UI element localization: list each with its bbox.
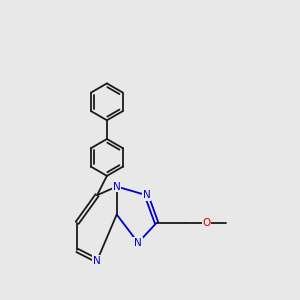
Text: N: N [142, 190, 150, 200]
Text: N: N [134, 238, 142, 248]
Text: N: N [113, 182, 121, 192]
Text: N: N [93, 256, 101, 266]
Text: O: O [202, 218, 211, 228]
